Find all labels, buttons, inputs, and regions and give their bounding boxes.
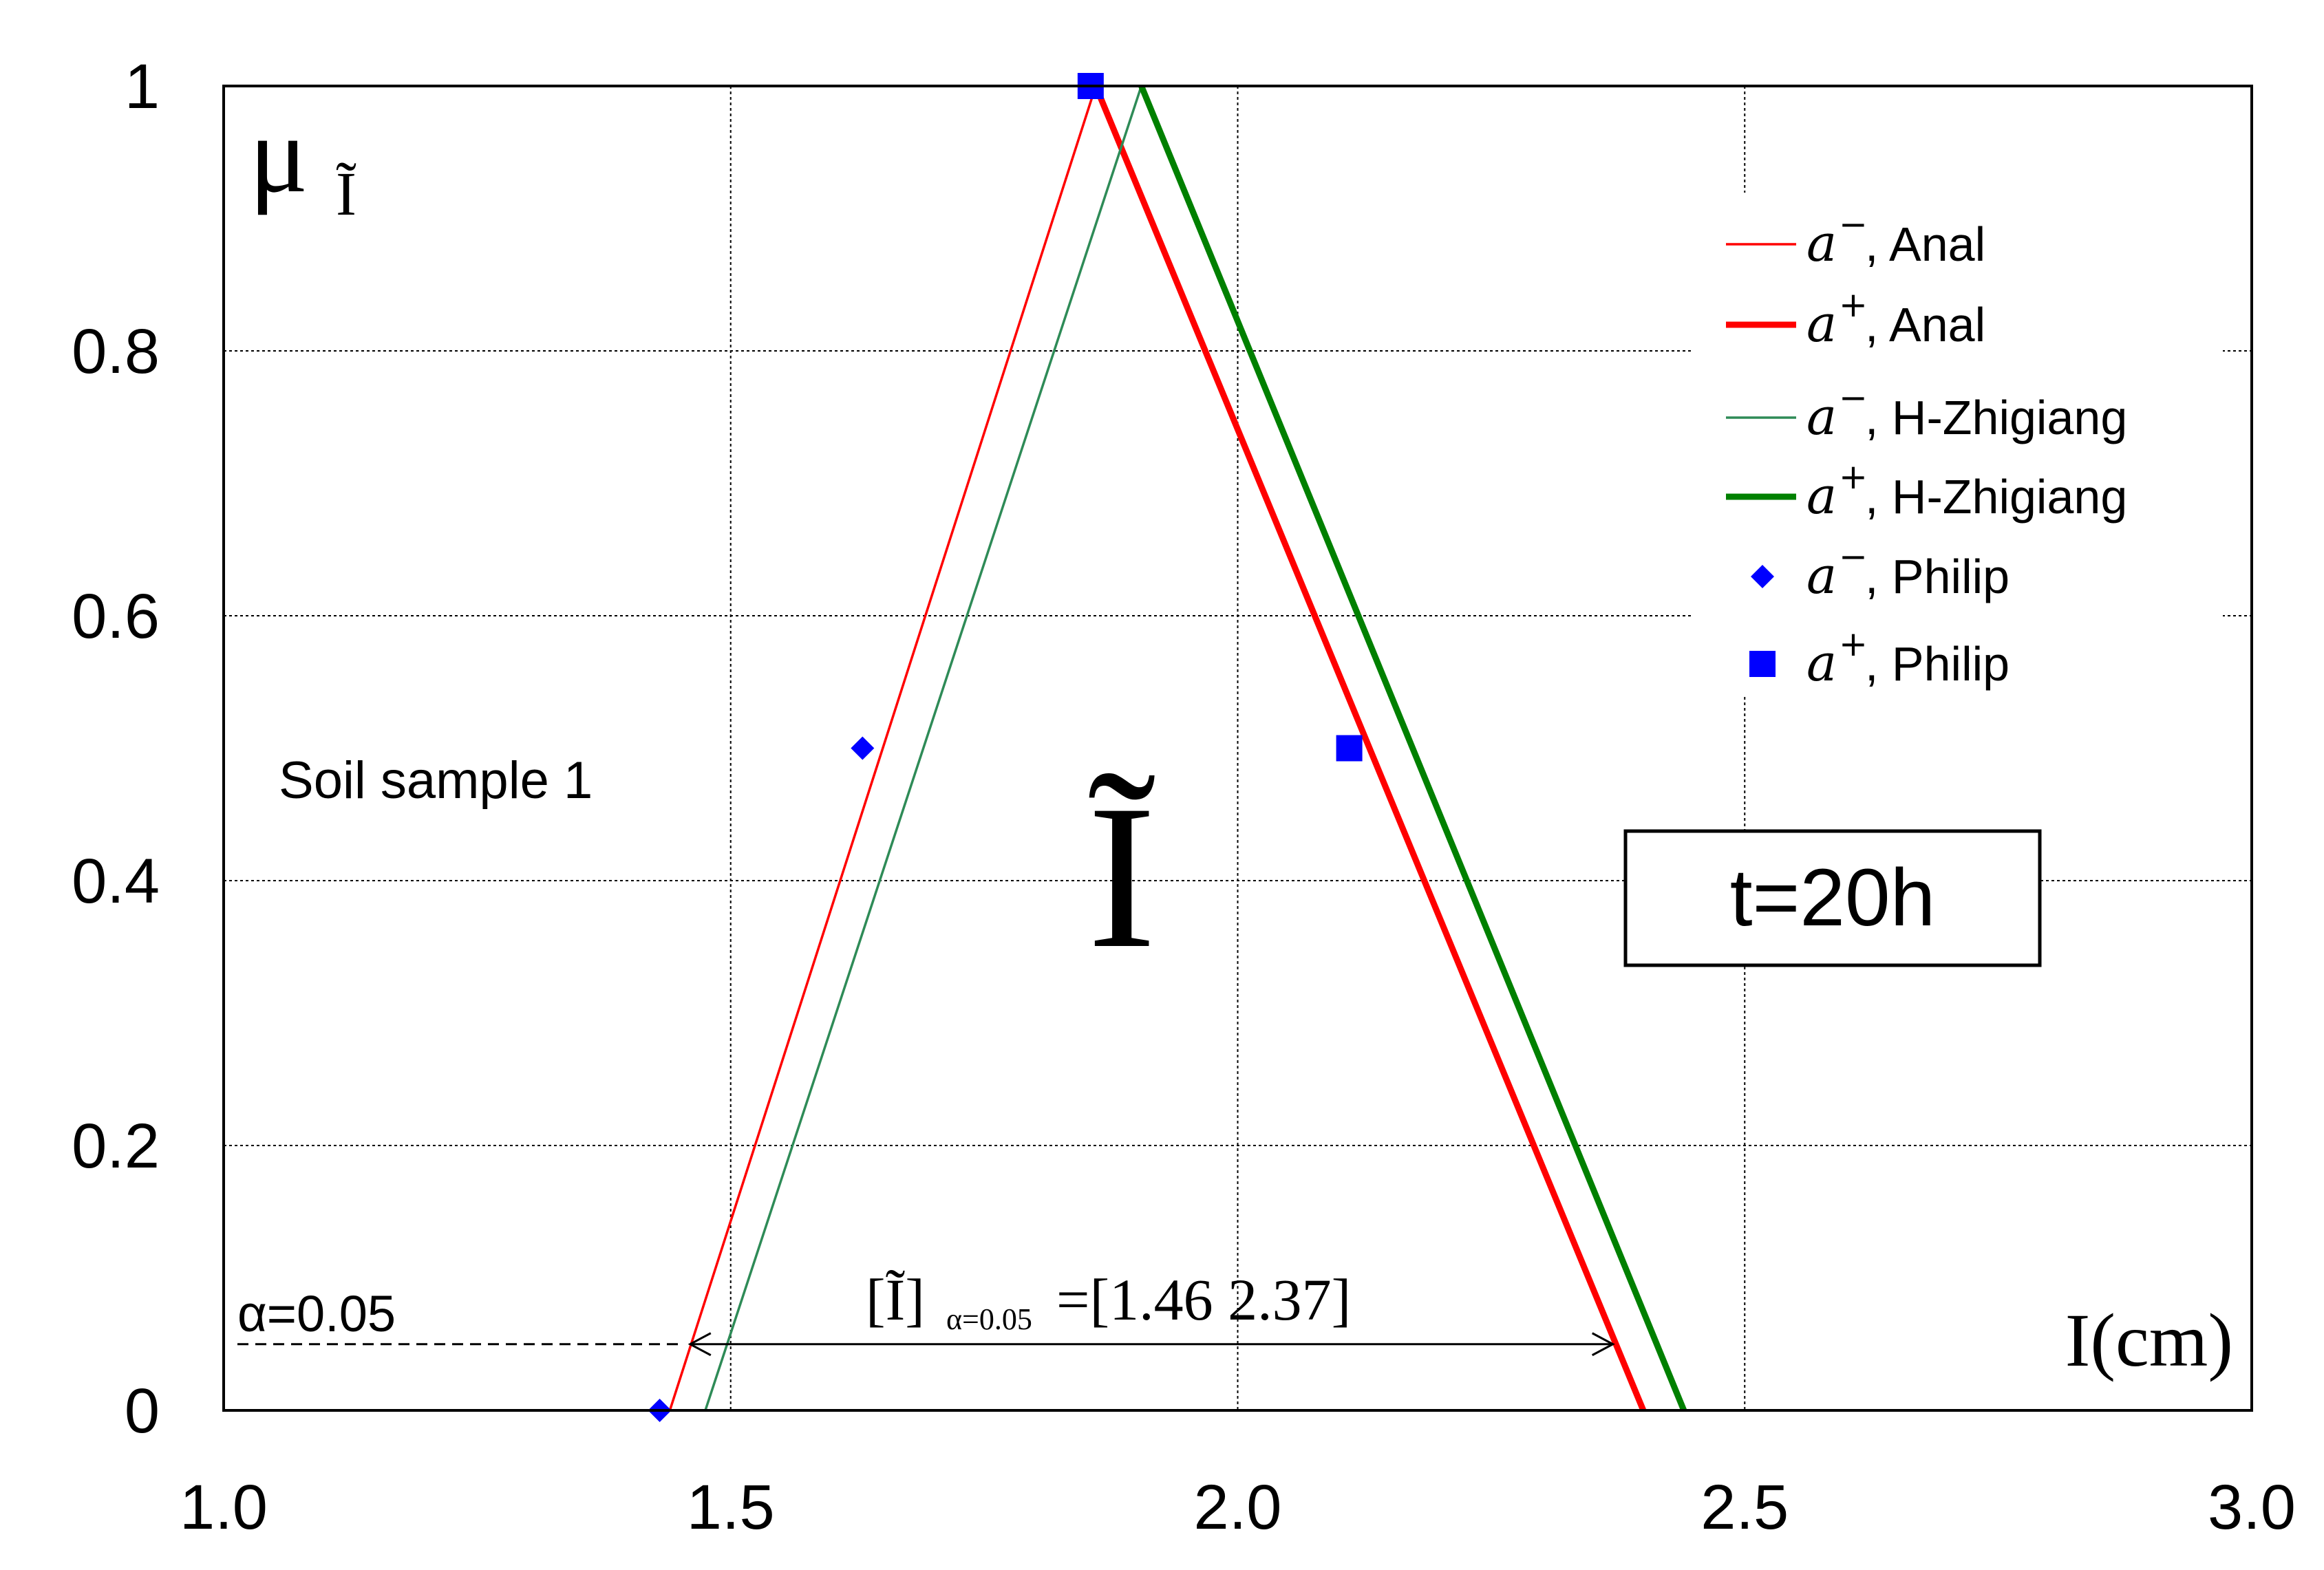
x-tick-label: 1.5 [687, 1472, 775, 1542]
x-tick-label: 2.0 [1194, 1472, 1282, 1542]
legend-superscript: + [1839, 457, 1868, 497]
interval-arrow [687, 1332, 1615, 1357]
legend-label: , Anal [1865, 298, 1985, 352]
y-axis-label-sub: Ĩ [336, 160, 356, 228]
y-tick-label: 0 [125, 1376, 160, 1446]
series-5 [1077, 73, 1363, 762]
data-point-diamond [851, 736, 875, 760]
interval-lhs: [Ĩ] [866, 1267, 925, 1333]
interval-arrow-left-head [687, 1332, 712, 1357]
time-box [1623, 829, 2042, 967]
legend-entry: a +, Philip [1749, 624, 2009, 693]
series-3 [1138, 85, 1687, 1412]
legend-entry: a −, H-Zhigiang [1726, 378, 2127, 447]
series-line [668, 85, 1097, 1411]
legend-entry: a +, Anal [1726, 285, 1985, 354]
legend-symbol: a [1806, 387, 1837, 447]
legend-superscript: − [1839, 378, 1868, 418]
center-symbol: Ĩ [1087, 762, 1156, 991]
sample-label: Soil sample 1 [279, 751, 593, 810]
legend-background [1693, 193, 2223, 695]
legend-entry: a −, Anal [1726, 204, 1985, 273]
series-0 [668, 85, 1097, 1411]
series-2 [704, 85, 1143, 1411]
legend-entry: a +, H-Zhigiang [1726, 457, 2127, 526]
interval-sub: α=0.05 [946, 1302, 1032, 1336]
series-1 [1093, 85, 1647, 1412]
x-tick-label: 3.0 [2208, 1472, 2296, 1542]
tick-labels: 1.0 1.5 2.0 2.5 3.0 0 0.2 0.4 0.6 0.8 1 [72, 52, 2296, 1542]
series-line [1093, 85, 1647, 1412]
series-line [704, 85, 1143, 1411]
legend-label: , H-Zhigiang [1865, 391, 2127, 444]
legend-label: , Philip [1865, 637, 2009, 691]
legend-swatch-diamond [1751, 565, 1774, 588]
legend-superscript: − [1839, 537, 1868, 577]
series-group [648, 73, 1687, 1422]
legend-symbol: a [1806, 294, 1837, 354]
y-axis-label: μ [249, 93, 308, 215]
data-point-square [1336, 735, 1363, 762]
x-tick-label: 1.0 [180, 1472, 268, 1542]
time-box-label: t=20h [1730, 852, 1936, 943]
legend-label: , Anal [1865, 217, 1985, 271]
legend-symbol: a [1806, 466, 1837, 526]
grid [224, 86, 2252, 1410]
legend-superscript: + [1839, 624, 1868, 664]
legend-entry: a −, Philip [1751, 537, 2009, 605]
alpha-label: α=0.05 [237, 1285, 396, 1342]
plot-frame [222, 85, 2253, 1412]
legend-swatch-square [1749, 651, 1776, 677]
interval-rhs: =[1.46 2.37] [1056, 1267, 1351, 1333]
legend-symbol: a [1806, 546, 1837, 605]
x-tick-label: 2.5 [1701, 1472, 1789, 1542]
legend-superscript: − [1839, 204, 1868, 244]
series-4 [648, 736, 875, 1422]
y-tick-label: 0.6 [72, 581, 160, 652]
legend-label: , Philip [1865, 550, 2009, 603]
legend-symbol: a [1806, 214, 1837, 273]
interval-arrow-right-head [1591, 1332, 1615, 1357]
y-tick-label: 0.4 [72, 846, 160, 916]
y-tick-label: 0.8 [72, 316, 160, 387]
interval-annotation: [Ĩ] α=0.05 =[1.46 2.37] [866, 1267, 1351, 1336]
y-tick-label: 1 [125, 52, 160, 122]
legend-superscript: + [1839, 285, 1868, 325]
y-tick-label: 0.2 [72, 1111, 160, 1181]
x-axis-label: I(cm) [2065, 1298, 2233, 1382]
legend-symbol: a [1806, 634, 1837, 693]
series-line [1138, 85, 1687, 1412]
legend-label: , H-Zhigiang [1865, 470, 2127, 524]
